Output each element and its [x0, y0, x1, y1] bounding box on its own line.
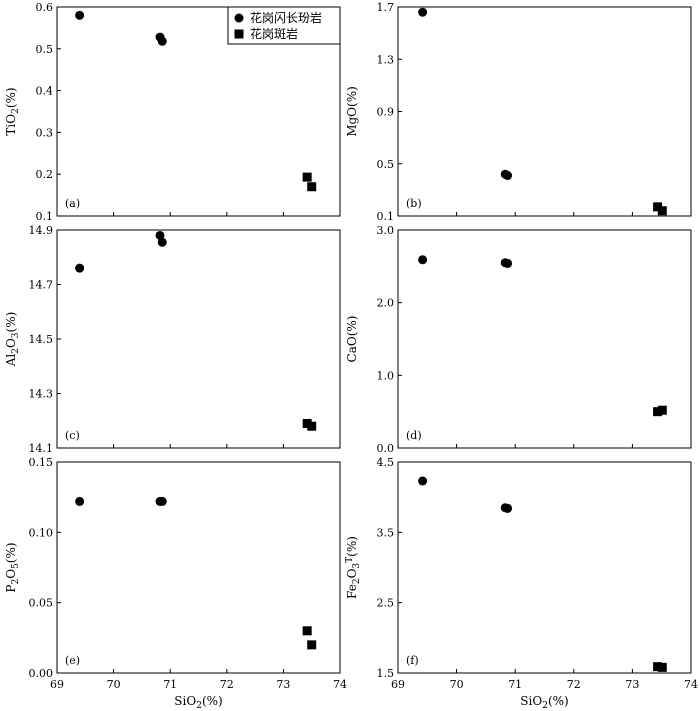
panel-tag: (c): [65, 429, 80, 442]
legend-label: 花岗斑岩: [250, 26, 298, 41]
y-tick-label: 3.5: [377, 526, 395, 539]
y-tick-label: 2.5: [377, 597, 395, 610]
granodiorite-porphyrite-point: [75, 496, 85, 506]
x-tick-label: 69: [391, 678, 405, 691]
granite-porphyry-point: [657, 662, 667, 672]
y-tick-label: 0.3: [36, 126, 54, 139]
y-tick-label: 14.1: [29, 442, 54, 455]
y-axis-title: TiO2(%): [4, 87, 21, 135]
y-tick-label: 0.5: [377, 158, 395, 171]
y-tick-label: 0.5: [36, 43, 54, 56]
y-tick-label: 0.05: [29, 597, 54, 610]
granodiorite-porphyrite-point: [503, 258, 513, 268]
granodiorite-porphyrite-point: [418, 476, 428, 486]
x-tick-label: 70: [450, 678, 464, 691]
x-tick-label: 74: [333, 678, 347, 691]
x-tick-label: 74: [684, 678, 698, 691]
y-tick-label: 0.9: [377, 106, 395, 119]
panel-b: 0.1 0.5 0.9 1.3 1.7 MgO(%) (b): [345, 1, 692, 223]
y-tick-label: 2.0: [377, 297, 395, 310]
y-axis-title: Al2O3(%): [4, 312, 21, 368]
x-axis-title: SiO2(%): [520, 694, 568, 711]
x-tick-label: 72: [567, 678, 581, 691]
granite-porphyry-point: [307, 182, 317, 192]
x-tick-label: 71: [163, 678, 177, 691]
panel-tag: (e): [65, 654, 80, 667]
y-tick-label: 1.5: [377, 667, 395, 680]
y-tick-label: 1.0: [377, 369, 395, 382]
granite-porphyry-point: [657, 405, 667, 415]
granite-porphyry-point: [302, 172, 312, 182]
panel-tag: (d): [406, 429, 422, 442]
granodiorite-porphyrite-point: [157, 237, 167, 247]
legend-label: 花岗闪长玢岩: [250, 10, 322, 25]
y-tick-label: 0.6: [36, 1, 54, 14]
y-axis-title: MgO(%): [345, 86, 359, 137]
y-tick-label: 0.15: [29, 456, 54, 469]
granodiorite-porphyrite-point: [503, 503, 513, 513]
granodiorite-porphyrite-point: [157, 496, 167, 506]
y-tick-label: 3.0: [377, 224, 395, 237]
panel-frame: [56, 229, 341, 449]
panel-frame: [56, 6, 341, 217]
y-tick-label: 14.9: [29, 224, 54, 237]
y-tick-label: 0.10: [29, 526, 54, 539]
y-tick-label: 14.5: [29, 333, 54, 346]
panel-a: 0.1 0.2 0.3 0.4 0.5 0.6 TiO2(%) (a): [4, 1, 341, 223]
granodiorite-porphyrite-point: [155, 230, 165, 240]
y-tick-label: 1.3: [377, 53, 395, 66]
granodiorite-porphyrite-point: [418, 7, 428, 17]
y-tick-label: 0.2: [36, 168, 54, 181]
panel-frame: [397, 229, 692, 449]
granodiorite-porphyrite-point: [75, 10, 85, 20]
y-axis-title: P2O5(%): [4, 542, 21, 592]
y-tick-label: 4.5: [377, 456, 395, 469]
granodiorite-porphyrite-point: [418, 255, 428, 265]
x-tick-label: 73: [625, 678, 639, 691]
panel-d: 0.0 1.0 2.0 3.0 CaO(%) (d): [345, 224, 692, 455]
granite-porphyry-point: [653, 202, 663, 212]
panel-c: 14.1 14.3 14.5 14.7 14.9 Al2O3(%) (c): [4, 224, 341, 455]
granodiorite-porphyrite-point: [75, 263, 85, 273]
granite-porphyry-point: [653, 662, 663, 672]
legend-square-marker: [234, 29, 244, 39]
y-tick-label: 0.0: [377, 442, 395, 455]
granite-porphyry-point: [307, 421, 317, 431]
panel-f: 69 70 71 72 73 74 1.5 2.5 3.5 4.5 Fe2O3T(%) (f): [345, 456, 698, 691]
x-tick-label: 72: [220, 678, 234, 691]
y-tick-label: 0.1: [36, 210, 54, 223]
x-tick-label: 71: [508, 678, 522, 691]
y-axis-title: Fe2O3T(%): [345, 536, 362, 599]
panel-frame: [397, 6, 692, 217]
granite-porphyry-point: [302, 418, 312, 428]
panel-tag: (f): [406, 654, 419, 667]
legend-circle-marker: [234, 13, 244, 23]
legend-box: [227, 6, 341, 45]
x-tick-label: 70: [107, 678, 121, 691]
granite-porphyry-point: [653, 407, 663, 417]
panel-e: 69 70 71 72 73 74 0.00 0.05 0.10 0.15 P2O5(%) (e): [4, 456, 347, 691]
granite-porphyry-point: [657, 206, 667, 216]
panel-tag: (a): [65, 197, 80, 210]
granodiorite-porphyrite-point: [157, 36, 167, 46]
panel-frame: [56, 461, 341, 674]
x-tick-label: 69: [50, 678, 64, 691]
y-axis-title: CaO(%): [345, 316, 359, 363]
granite-porphyry-point: [307, 640, 317, 650]
y-tick-label: 0.4: [36, 85, 54, 98]
y-tick-label: 0.00: [29, 667, 54, 680]
x-tick-label: 73: [276, 678, 290, 691]
granodiorite-porphyrite-point: [503, 171, 513, 181]
y-tick-label: 1.7: [377, 1, 395, 14]
y-tick-label: 0.1: [377, 210, 395, 223]
panel-tag: (b): [406, 197, 422, 210]
y-tick-label: 14.3: [29, 388, 54, 401]
x-axis-title: SiO2(%): [174, 694, 222, 711]
granite-porphyry-point: [302, 626, 312, 636]
panel-frame: [397, 461, 692, 674]
y-tick-label: 14.7: [29, 279, 54, 292]
